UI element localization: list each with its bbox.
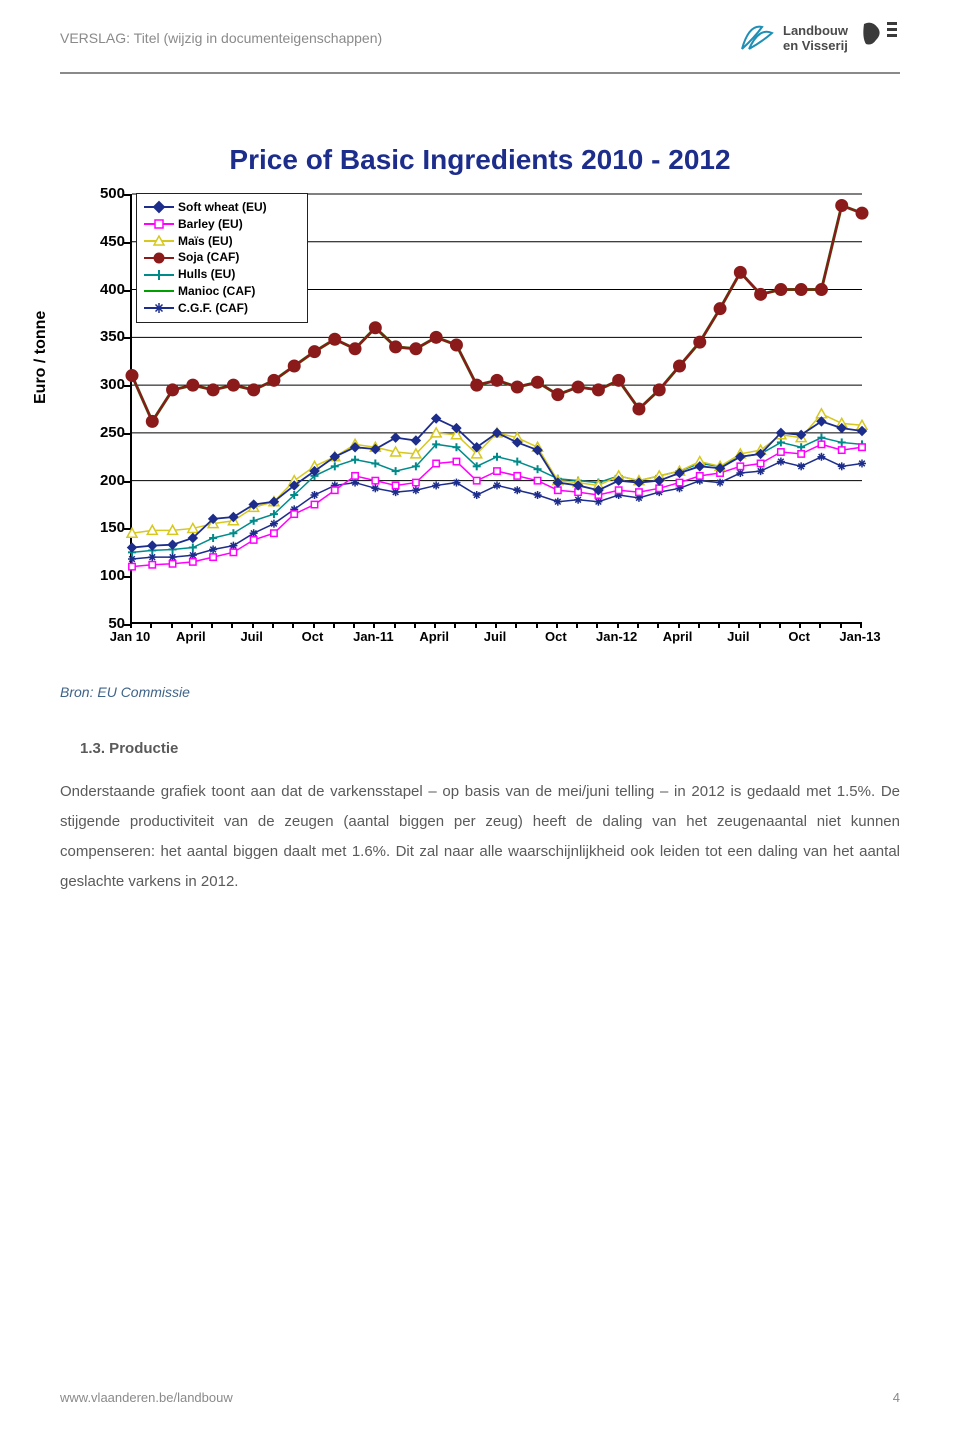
- chart-ylabel: Euro / tonne: [32, 311, 50, 404]
- xtick-label: Jan-12: [596, 629, 637, 644]
- xtick-label: April: [176, 629, 206, 644]
- ytick-label: 300: [95, 376, 125, 393]
- xtick-label: Jan-11: [353, 629, 393, 644]
- xtick-label: Juil: [727, 629, 749, 644]
- legend-item: Soja (CAF): [144, 249, 300, 266]
- footer-url: www.vlaanderen.be/landbouw: [60, 1390, 233, 1405]
- legend-item: Manioc (CAF): [144, 283, 300, 300]
- header-logos: Landbouw en Visserij: [737, 18, 900, 59]
- price-chart: Price of Basic Ingredients 2010 - 2012 E…: [60, 144, 900, 684]
- ytick-label: 350: [95, 328, 125, 345]
- xtick-label: Jan-13: [839, 629, 880, 644]
- leaf-icon: [737, 19, 777, 58]
- legend-item: Barley (EU): [144, 216, 300, 233]
- chart-plot-area: Soft wheat (EU)Barley (EU)Maïs (EU)Soja …: [130, 194, 860, 624]
- xtick-label: Jan 10: [110, 629, 150, 644]
- footer-page-number: 4: [893, 1390, 900, 1405]
- flanders-lion-icon: [858, 18, 900, 59]
- xtick-label: Oct: [545, 629, 567, 644]
- xtick-label: Oct: [302, 629, 324, 644]
- xtick-label: Juil: [240, 629, 262, 644]
- body-paragraph: Onderstaande grafiek toont aan dat de va…: [60, 777, 900, 897]
- document-header-title: VERSLAG: Titel (wijzig in documenteigens…: [60, 30, 382, 46]
- xtick-label: April: [663, 629, 693, 644]
- page-footer: www.vlaanderen.be/landbouw 4: [60, 1390, 900, 1405]
- ytick-label: 200: [95, 472, 125, 489]
- xtick-label: Oct: [788, 629, 810, 644]
- chart-legend: Soft wheat (EU)Barley (EU)Maïs (EU)Soja …: [137, 194, 307, 322]
- chart-source: Bron: EU Commissie: [60, 684, 900, 700]
- legend-item: Hulls (EU): [144, 266, 300, 283]
- legend-item: C.G.F. (CAF): [144, 300, 300, 317]
- ytick-label: 500: [95, 185, 125, 202]
- chart-title: Price of Basic Ingredients 2010 - 2012: [60, 144, 900, 176]
- logo-line1: Landbouw: [783, 24, 848, 38]
- legend-item: Maïs (EU): [144, 233, 300, 250]
- landbouw-visserij-logo: Landbouw en Visserij: [737, 19, 848, 58]
- logo-text: Landbouw en Visserij: [783, 24, 848, 53]
- page-header: VERSLAG: Titel (wijzig in documenteigens…: [0, 0, 960, 48]
- logo-line2: en Visserij: [783, 39, 848, 53]
- ytick-label: 400: [95, 281, 125, 298]
- section-heading: 1.3. Productie: [80, 740, 900, 757]
- legend-item: Soft wheat (EU): [144, 199, 300, 216]
- ytick-label: 250: [95, 424, 125, 441]
- header-rule: [60, 72, 900, 74]
- xtick-label: April: [419, 629, 449, 644]
- ytick-label: 150: [95, 519, 125, 536]
- ytick-label: 100: [95, 567, 125, 584]
- xtick-label: Juil: [484, 629, 506, 644]
- ytick-label: 450: [95, 233, 125, 250]
